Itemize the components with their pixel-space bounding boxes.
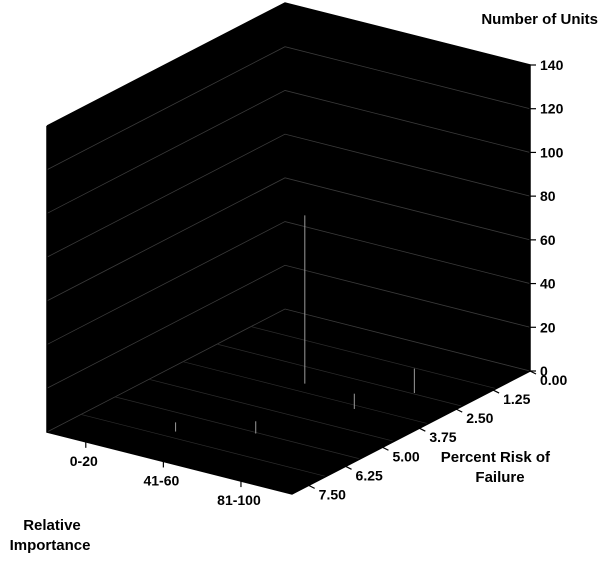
floor [47,309,530,494]
depth-tick-mark [455,408,463,413]
z-tick-label: 40 [540,276,556,292]
depth-axis-title-line1: Percent Risk of [441,449,551,466]
depth-tick-label: 7.50 [319,486,346,502]
gridline-120 [46,46,531,171]
gridline-40 [46,221,531,345]
gridline-60 [46,177,531,302]
z-tick-label: 120 [540,101,564,117]
x-tick-label: 41-60 [143,472,179,488]
gridline-0 [46,308,531,433]
depth-axis-title-line2: Failure [475,469,524,486]
z-tick-label: 20 [540,319,556,335]
axis-labels: 0 20 40 60 80 100 120 140 0.00 1.25 2.50 3.75 5.00 6.… [70,57,568,508]
z-tick-label: 80 [540,188,556,204]
z-tick-label: 0 [540,363,548,379]
depth-tick-label: 2.50 [466,410,493,426]
depth-tick-label: 5.00 [392,448,419,464]
depth-tick-mark [529,370,537,375]
depth-tick-mark [419,427,426,432]
back-wall [285,3,530,371]
x-axis-title-line2: Importance [10,537,91,554]
depth-tick-label: 1.25 [503,391,530,407]
x-tick-label: 0-20 [70,453,98,469]
gridline-100 [46,90,531,214]
gridline-80 [46,133,531,258]
floor-gridline [250,326,497,389]
x-tick-label: 81-100 [217,492,261,508]
x-axis-title-line1: Relative [23,517,81,534]
plot-area [47,3,530,494]
z-tick-label: 140 [540,57,564,73]
depth-tick-label: 3.75 [429,429,456,445]
floor-gridline [80,414,327,477]
depth-tick-label: 6.25 [356,467,383,483]
data-columns [175,215,415,434]
depth-tick-label: 0.00 [540,372,567,388]
floor-gridline [114,396,361,460]
depth-tick-mark [492,389,500,394]
floor-gridline [182,361,429,425]
floor-gridline [148,378,395,442]
gridlines [46,2,531,477]
depth-tick-mark [382,446,389,451]
gridline-20 [46,264,531,389]
depth-tick-mark [345,465,352,470]
left-wall [47,3,285,432]
z-axis-title: Number of Units [481,11,598,28]
depth-tick-mark [308,484,315,489]
floor-gridline [216,343,463,407]
z-tick-label: 60 [540,232,556,248]
z-tick-label: 100 [540,144,564,160]
